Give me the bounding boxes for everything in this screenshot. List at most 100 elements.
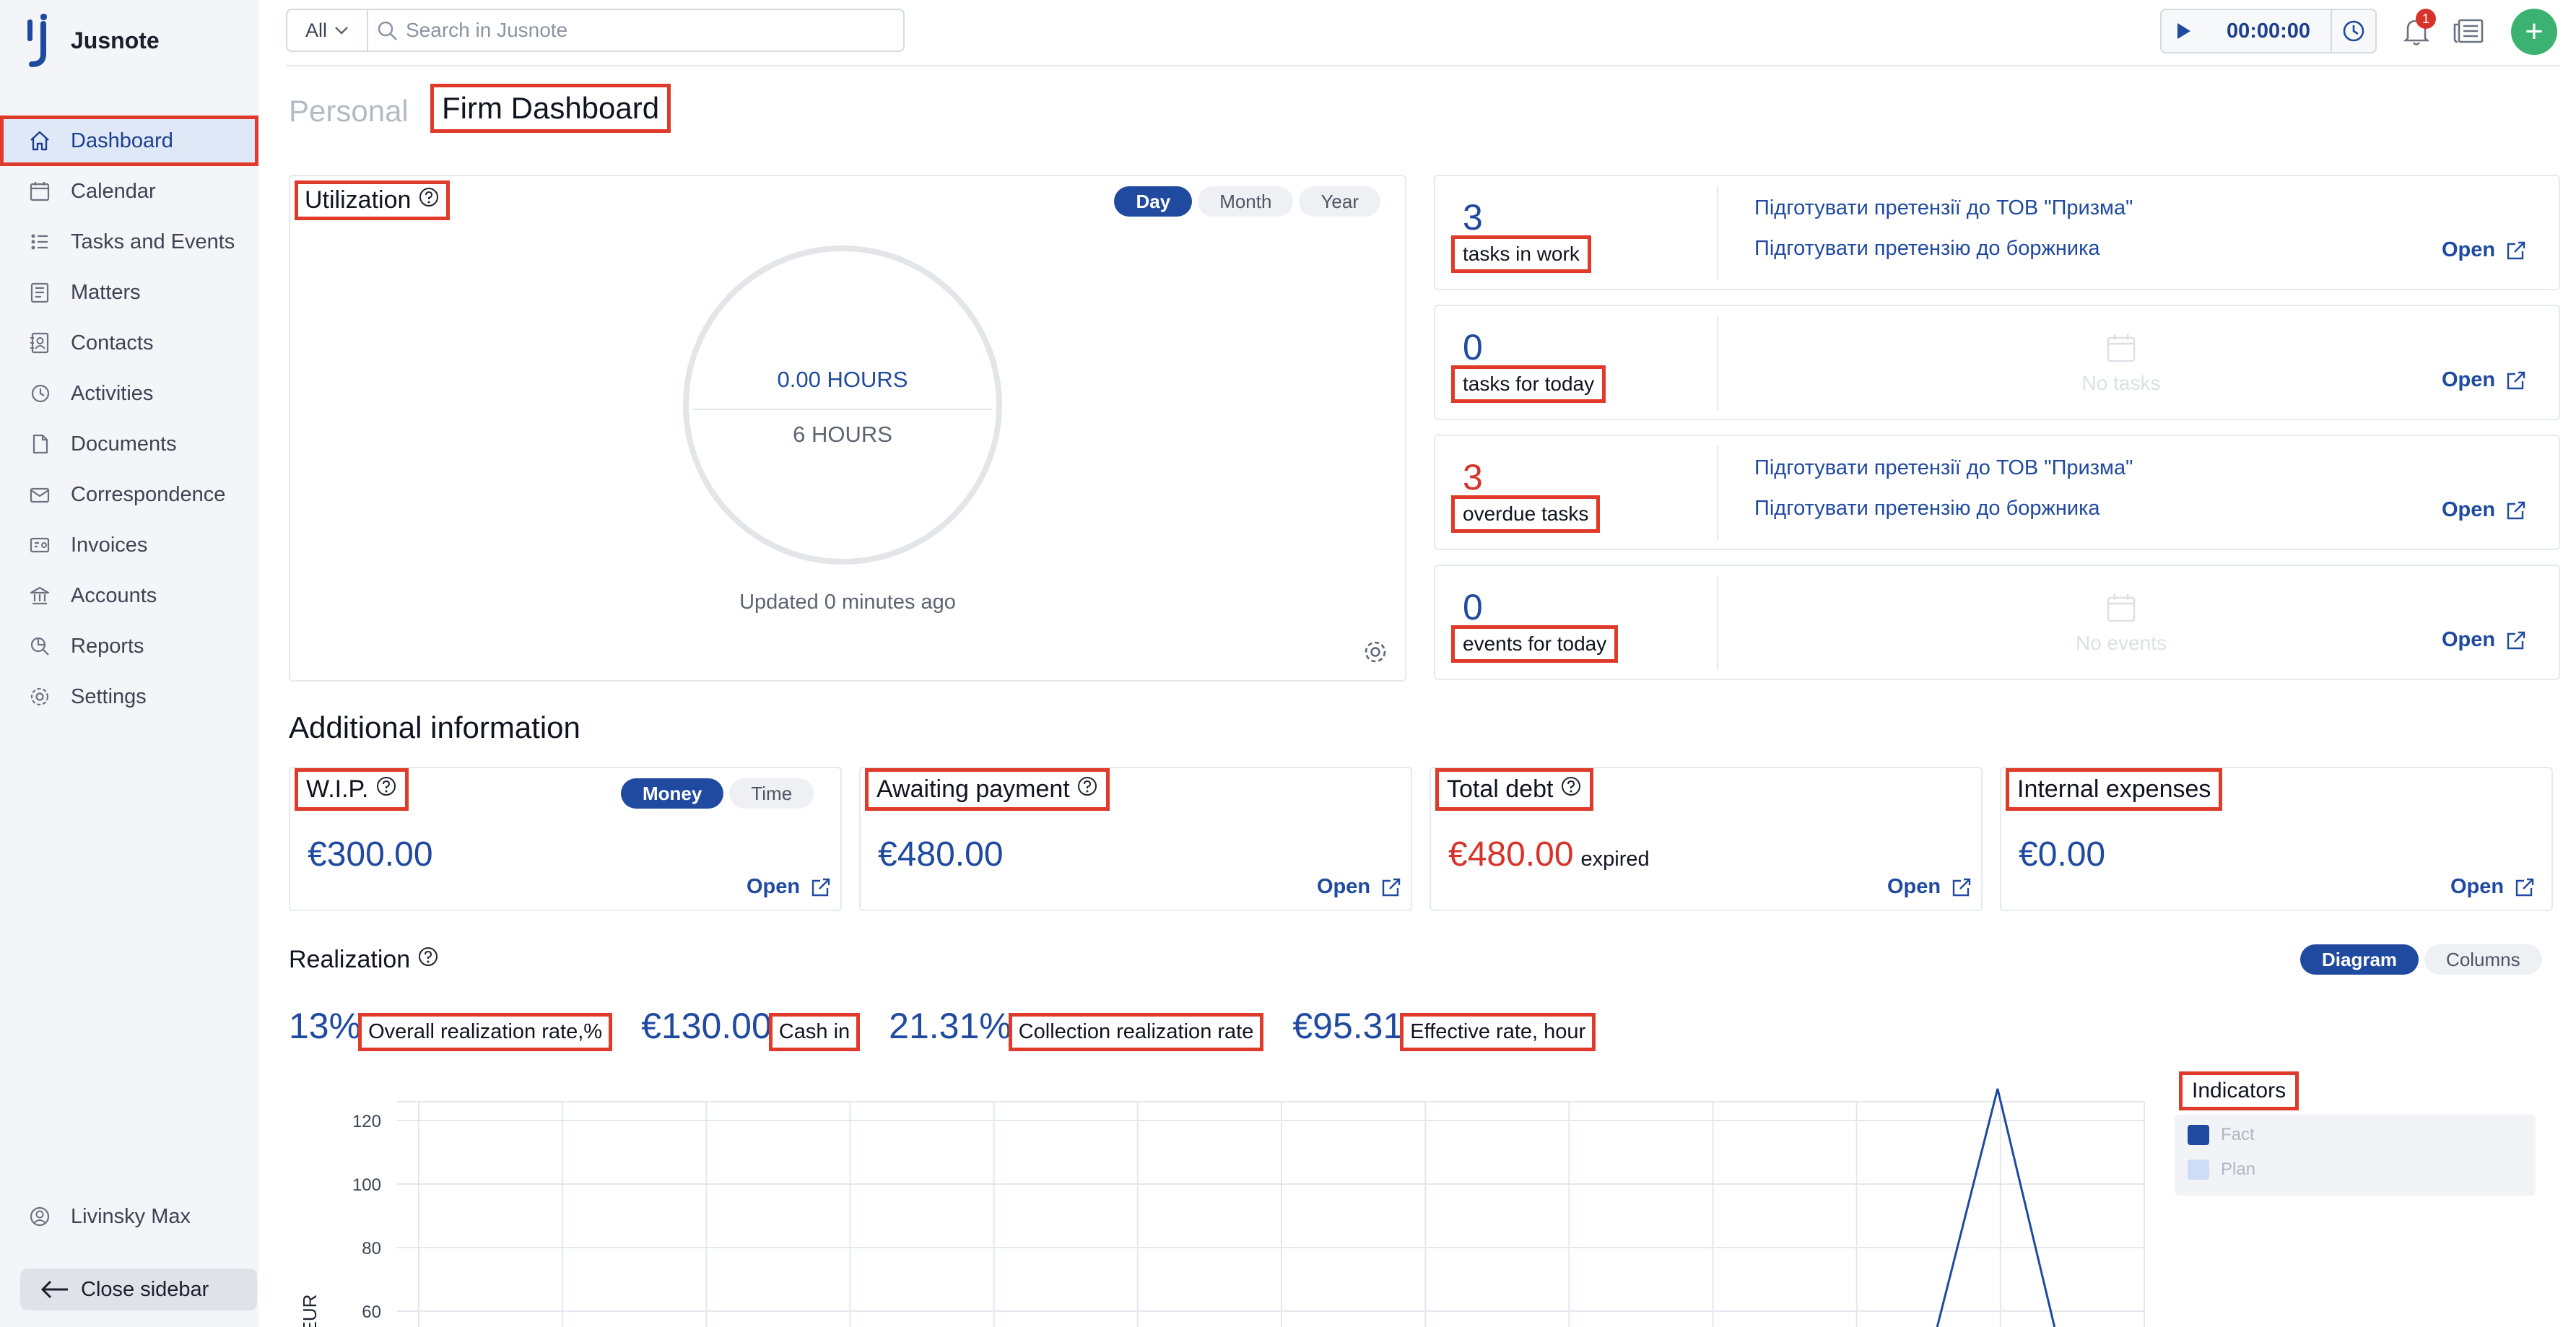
open-link[interactable]: Open xyxy=(2442,628,2527,652)
sidebar-item-accounts[interactable]: Accounts xyxy=(0,570,258,621)
documents-icon xyxy=(27,432,52,456)
metric-label: Effective rate, hour xyxy=(1400,1013,1596,1051)
sidebar-item-label: Accounts xyxy=(71,583,157,607)
open-link[interactable]: Open xyxy=(747,875,832,899)
task-count: 3 xyxy=(1463,457,1483,497)
metric-value: 13% xyxy=(289,1006,362,1046)
timer-history-button[interactable] xyxy=(2331,10,2375,52)
search-input[interactable] xyxy=(368,10,903,51)
task-link[interactable]: Підготувати претензію до боржника xyxy=(1754,237,2100,260)
sidebar-item-correspondence[interactable]: Correspondence xyxy=(0,469,258,520)
task-link[interactable]: Підготувати претензію до боржника xyxy=(1754,497,2100,520)
sidebar-item-matters[interactable]: Matters xyxy=(0,267,258,318)
sidebar-item-label: Correspondence xyxy=(71,482,226,506)
sidebar-item-dashboard[interactable]: Dashboard xyxy=(0,116,258,166)
debt-note: expired xyxy=(1580,848,1650,871)
sidebar-item-activities[interactable]: Activities xyxy=(0,368,258,419)
realization-view-toggle: Diagram Columns xyxy=(2300,944,2542,975)
user-name: Livinsky Max xyxy=(71,1204,191,1228)
tab-personal[interactable]: Personal xyxy=(289,94,409,128)
news-button[interactable] xyxy=(2450,13,2486,49)
period-month[interactable]: Month xyxy=(1198,186,1294,217)
help-icon[interactable] xyxy=(1560,775,1582,797)
view-columns[interactable]: Columns xyxy=(2424,944,2542,975)
sidebar-item-invoices[interactable]: Invoices xyxy=(0,520,258,570)
invoices-icon xyxy=(27,533,52,557)
utilization-card: Utilization Day Month Year 0.00 HOURS 6 … xyxy=(289,175,1406,682)
realization-metrics: 13% Overall realization rate,% €130.00 C… xyxy=(289,1005,1596,1051)
help-icon[interactable] xyxy=(1076,775,1098,797)
period-day[interactable]: Day xyxy=(1114,186,1193,217)
toggle-money[interactable]: Money xyxy=(621,778,724,809)
task-label: events for today xyxy=(1450,625,1619,663)
briefcase-icon xyxy=(27,280,52,305)
open-label: Open xyxy=(2442,238,2496,261)
sidebar-item-settings[interactable]: Settings xyxy=(0,671,258,722)
sidebar-item-tasks-and-events[interactable]: Tasks and Events xyxy=(0,217,258,267)
add-button[interactable]: + xyxy=(2511,9,2557,55)
open-link[interactable]: Open xyxy=(2442,498,2527,522)
legend-item-plan[interactable]: Plan xyxy=(2188,1160,2255,1180)
calendar-icon xyxy=(27,179,52,204)
close-sidebar-button[interactable]: Close sidebar xyxy=(20,1269,257,1310)
y-axis-label: EUR xyxy=(299,1295,321,1327)
timer-play-button[interactable] xyxy=(2162,10,2206,52)
task-link[interactable]: Підготувати претензії до ТОВ "Призма" xyxy=(1754,196,2133,219)
gear-icon[interactable] xyxy=(1362,638,1389,666)
metric-value: 21.31% xyxy=(889,1006,1011,1046)
utilization-title: Utilization xyxy=(295,180,450,220)
activities-icon xyxy=(27,381,52,406)
external-link-icon xyxy=(2507,371,2525,389)
open-label: Open xyxy=(1317,875,1371,898)
y-tick-label: 80 xyxy=(362,1239,381,1258)
tab-firm-dashboard[interactable]: Firm Dashboard xyxy=(430,84,671,133)
legend-title: Indicators xyxy=(2178,1071,2299,1110)
user-profile[interactable]: Livinsky Max xyxy=(27,1204,191,1229)
help-icon[interactable] xyxy=(417,946,439,967)
utilization-updated: Updated 0 minutes ago xyxy=(739,591,956,614)
open-link[interactable]: Open xyxy=(2450,875,2536,899)
legend-item-fact[interactable]: Fact xyxy=(2188,1125,2255,1145)
external-link-icon xyxy=(2507,241,2525,259)
task-label: overdue tasks xyxy=(1450,495,1601,533)
notifications-button[interactable]: 1 xyxy=(2398,9,2436,51)
y-tick-label: 120 xyxy=(352,1112,381,1131)
open-link[interactable]: Open xyxy=(2442,238,2527,262)
open-link[interactable]: Open xyxy=(2442,368,2527,392)
y-tick-label: 100 xyxy=(352,1175,381,1195)
tasks-icon xyxy=(27,230,52,254)
sidebar-item-documents[interactable]: Documents xyxy=(0,419,258,469)
period-year[interactable]: Year xyxy=(1299,186,1380,217)
metric-label: Cash in xyxy=(768,1013,861,1051)
wip-title: W.I.P. xyxy=(295,768,409,811)
wip-title-text: W.I.P. xyxy=(306,775,369,803)
help-icon[interactable] xyxy=(418,186,440,208)
search-bar: All xyxy=(286,9,905,52)
view-diagram[interactable]: Diagram xyxy=(2300,944,2419,975)
brand[interactable]: Jusnote xyxy=(25,10,160,71)
toggle-time[interactable]: Time xyxy=(729,778,814,809)
open-link[interactable]: Open xyxy=(1887,875,1972,899)
arrow-left-icon xyxy=(40,1280,68,1299)
open-label: Open xyxy=(2450,875,2505,898)
sidebar-item-label: Reports xyxy=(71,634,144,658)
sidebar-item-calendar[interactable]: Calendar xyxy=(0,166,258,217)
ring-divider xyxy=(693,409,992,410)
task-count: 3 xyxy=(1463,197,1483,238)
metric-value: €95.31 xyxy=(1292,1006,1404,1046)
calendar-empty-icon xyxy=(2107,594,2136,622)
additional-info-title: Additional information xyxy=(289,710,580,744)
external-link-icon xyxy=(1952,878,1971,896)
open-link[interactable]: Open xyxy=(1317,875,1402,899)
task-link[interactable]: Підготувати претензії до ТОВ "Призма" xyxy=(1754,456,2133,479)
search-scope-select[interactable]: All xyxy=(287,10,368,51)
newspaper-icon xyxy=(2453,19,2484,43)
sidebar-item-label: Settings xyxy=(71,684,147,708)
realization-title: Realization xyxy=(289,946,439,974)
task-label: tasks for today xyxy=(1450,365,1606,403)
task-count: 0 xyxy=(1463,327,1483,367)
accounts-icon xyxy=(27,583,52,608)
sidebar-item-contacts[interactable]: Contacts xyxy=(0,318,258,368)
help-icon[interactable] xyxy=(375,775,397,797)
sidebar-item-reports[interactable]: Reports xyxy=(0,621,258,671)
